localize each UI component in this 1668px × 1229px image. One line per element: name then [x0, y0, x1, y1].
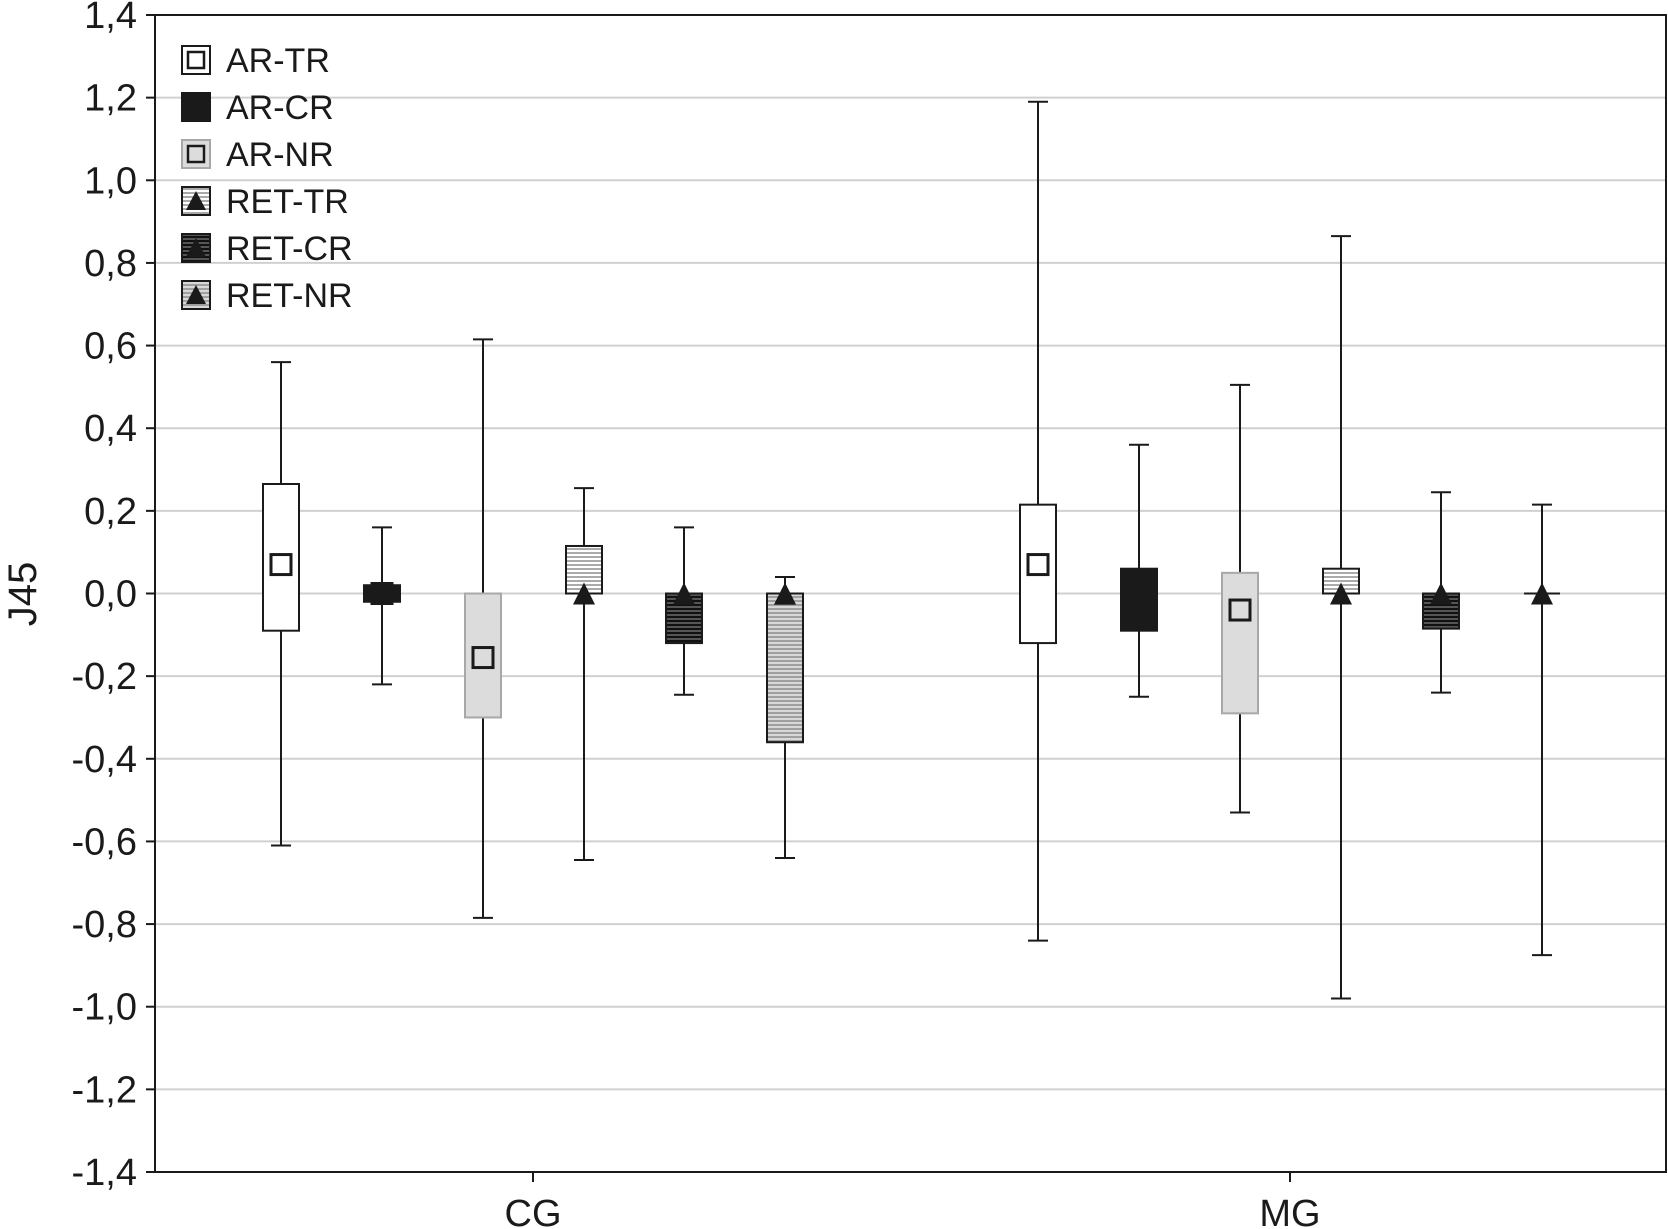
median-marker [1026, 553, 1050, 577]
legend-item-ar-tr: AR-TR [181, 42, 330, 80]
legend-label: RET-CR [226, 230, 353, 268]
y-axis-title: J45 [1, 562, 45, 627]
legend-marker [186, 285, 206, 304]
legend-item-ret-nr: RET-NR [181, 277, 353, 315]
median-marker [1430, 582, 1452, 605]
box-rect [766, 592, 804, 744]
legend-swatch [181, 92, 211, 122]
legend: AR-TR AR-CR AR-NR RET-TR RET-CR RET-NR [181, 42, 353, 315]
box-ar-cr-mg [1120, 443, 1158, 698]
legend-label: AR-CR [226, 89, 334, 127]
median-marker [573, 582, 595, 605]
x-category-label: MG [1259, 1193, 1320, 1229]
y-tick-label: 0,0 [84, 574, 137, 616]
box-ret-nr-mg [1524, 503, 1560, 957]
legend-marker [186, 50, 206, 70]
legend-marker [186, 191, 206, 210]
y-tick-label: -0,4 [72, 739, 137, 781]
median-marker [370, 582, 394, 605]
box-ar-tr-cg [262, 361, 300, 847]
grid-lines [155, 96, 1666, 1091]
legend-item-ar-nr: AR-NR [181, 136, 334, 174]
legend-marker [186, 238, 206, 257]
legend-item-ar-cr: AR-CR [181, 89, 334, 127]
box-ret-tr-cg [565, 487, 603, 862]
box-ar-tr-mg [1019, 100, 1057, 942]
y-tick-label: -1,2 [72, 1069, 137, 1111]
legend-label: AR-TR [226, 42, 330, 80]
legend-label: RET-NR [226, 277, 353, 315]
median-marker [1228, 598, 1252, 622]
box-ar-cr-cg [363, 526, 401, 686]
legend-item-ret-cr: RET-CR [181, 230, 353, 268]
y-tick-label: 0,8 [84, 243, 137, 285]
boxes [262, 100, 1560, 1000]
y-tick-label: -0,8 [72, 904, 137, 946]
y-tick-label: 1,0 [84, 160, 137, 202]
legend-swatch [181, 139, 211, 169]
box-ar-nr-mg [1221, 383, 1259, 814]
y-axis: -1,4 -1,2 -1,0 -0,8 -0,6 -0,4 -0,2 0,0 0,2 0,4 0,6… [72, 0, 155, 1194]
median-marker [471, 646, 495, 670]
legend-marker [186, 97, 206, 117]
y-tick-label: 1,4 [84, 0, 137, 37]
median-marker [673, 582, 695, 605]
legend-item-ret-tr: RET-TR [181, 183, 349, 221]
median-marker [774, 582, 796, 605]
y-tick-label: -0,2 [72, 656, 137, 698]
median-marker [269, 553, 293, 577]
median-marker [1127, 590, 1151, 614]
y-tick-label: 0,4 [84, 408, 137, 450]
box-ret-nr-cg [766, 575, 804, 859]
box-ret-cr-mg [1422, 491, 1460, 694]
median-marker [1531, 582, 1553, 605]
median-marker [1330, 582, 1352, 605]
x-axis: CG MG [505, 1172, 1321, 1229]
box-ret-tr-mg [1322, 235, 1360, 1000]
y-tick-label: 0,2 [84, 491, 137, 533]
box-ar-nr-cg [464, 338, 502, 919]
legend-label: AR-NR [226, 136, 334, 174]
y-tick-label: -1,4 [72, 1152, 137, 1194]
y-tick-label: -0,6 [72, 821, 137, 863]
y-tick-label: 1,2 [84, 78, 137, 120]
legend-label: RET-TR [226, 183, 349, 221]
y-tick-label: -1,0 [72, 987, 137, 1029]
legend-marker [186, 144, 206, 164]
box-ret-cr-cg [665, 526, 703, 696]
box-rect [1221, 571, 1259, 715]
x-category-label: CG [505, 1193, 562, 1229]
y-tick-label: 0,6 [84, 326, 137, 368]
